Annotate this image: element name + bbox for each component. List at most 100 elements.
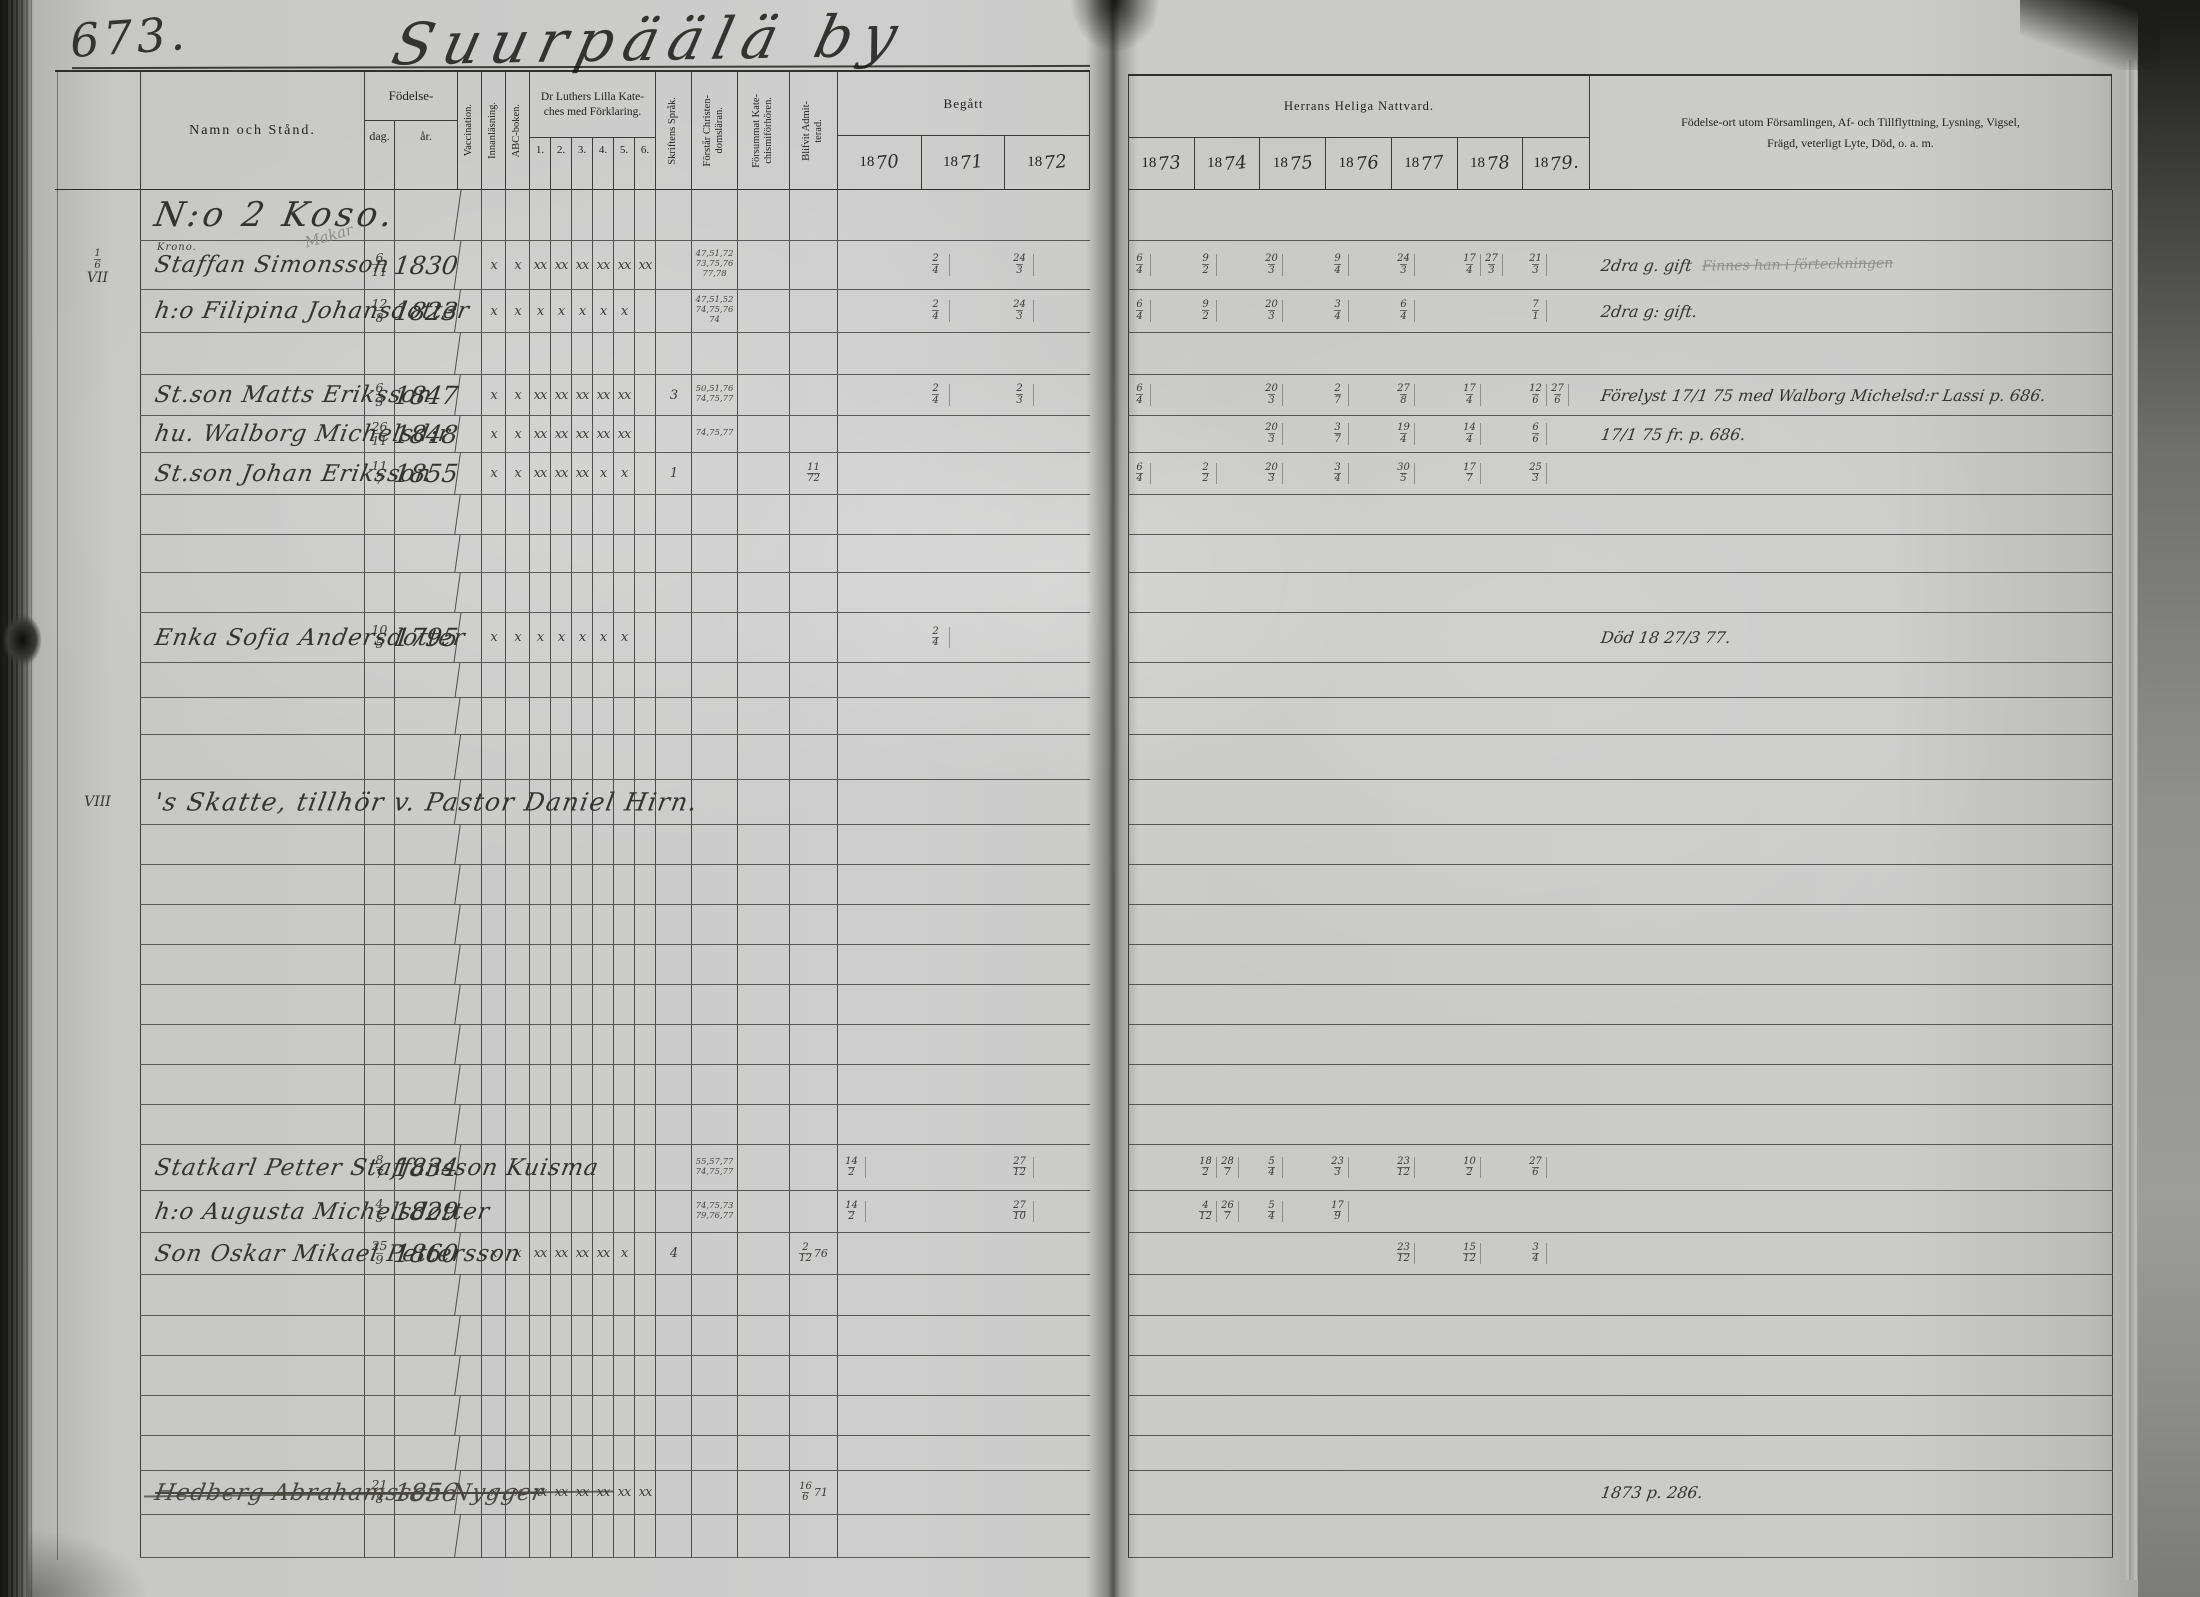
mark-cell: xx bbox=[572, 453, 593, 494]
remark-cell bbox=[1591, 1275, 2113, 1315]
margin-note bbox=[55, 495, 140, 535]
year-cell-1873 bbox=[1129, 905, 1195, 944]
mark-cell bbox=[482, 1396, 506, 1435]
margin-note bbox=[55, 290, 140, 333]
mark-cell bbox=[530, 495, 551, 534]
remark-cell bbox=[1591, 698, 2113, 734]
mark-cell: xx bbox=[593, 241, 614, 289]
year-cell-1877 bbox=[1393, 825, 1459, 864]
year-cell-1873 bbox=[1129, 495, 1195, 534]
mark-cell: xx bbox=[614, 416, 635, 452]
header-luthers-kateches: Dr Luthers Lilla Kate- ches med Förklari… bbox=[530, 72, 656, 189]
table-row bbox=[1128, 535, 2113, 573]
birth-day-cell bbox=[365, 495, 395, 534]
year-cell-1873 bbox=[1129, 825, 1195, 864]
mark-cell: x bbox=[482, 416, 506, 452]
row-cells bbox=[1128, 985, 2113, 1025]
table-row: 1 6 VII Krono. Staffan Simonsson Makar 6 11 1830… bbox=[55, 221, 1090, 290]
remark-cell bbox=[1591, 1233, 2113, 1274]
remark-cell: Död 18 27/3 77. bbox=[1591, 613, 2113, 662]
year-cell-1876 bbox=[1327, 985, 1393, 1024]
year-cell-1874 bbox=[1195, 333, 1261, 374]
remark-cell bbox=[1591, 1436, 2113, 1470]
kateches-sub-label: 3. bbox=[572, 138, 593, 189]
birth-day-cell bbox=[365, 780, 395, 824]
year-cell-1878 bbox=[1459, 1275, 1525, 1315]
table-row bbox=[1128, 905, 2113, 945]
birth-day-cell bbox=[365, 905, 395, 944]
fraction-value: 4 12 bbox=[1199, 1199, 1212, 1223]
name-cell bbox=[140, 1316, 365, 1355]
mark-cell bbox=[506, 945, 530, 984]
left-table-header: Namn och Stånd. Födelse- dag. år. Vaccin… bbox=[55, 70, 1090, 190]
mark-cell bbox=[458, 573, 482, 612]
fraction-value: 30 5 bbox=[1397, 461, 1410, 485]
margin-note bbox=[55, 1191, 140, 1233]
mark-cell bbox=[506, 1515, 530, 1557]
year-cell-1878 bbox=[1459, 1065, 1525, 1104]
forsummat-cell bbox=[738, 945, 790, 984]
mark-cell: x bbox=[614, 1233, 635, 1274]
header-skriftens-sprak-label: Skriftens Språk. bbox=[667, 96, 679, 165]
mark-cell bbox=[482, 905, 506, 944]
mark-cell bbox=[551, 825, 572, 864]
mark-cell bbox=[506, 535, 530, 572]
year-cell-1871 bbox=[922, 780, 1006, 824]
birth-day-cell bbox=[365, 1065, 395, 1104]
year-cell-1878 bbox=[1459, 495, 1525, 534]
bottom-edge-shadow bbox=[28, 1567, 2150, 1597]
table-row: 6 4 9 2 20 3 3 4 6 4 7 1 2dra g: gift. bbox=[1128, 290, 2113, 333]
row-cells bbox=[1128, 573, 2113, 613]
table-row bbox=[55, 985, 1090, 1025]
admitterad-cell bbox=[790, 1356, 838, 1395]
year-cell-1878 bbox=[1459, 905, 1525, 944]
year-cell-1877 bbox=[1393, 698, 1459, 734]
year-cell-1871 bbox=[922, 945, 1006, 984]
row-cells bbox=[140, 865, 1090, 905]
year-cell-1879 bbox=[1525, 333, 1591, 374]
table-row: 4 12 26 7 5 4 17 9 bbox=[1128, 1191, 2113, 1233]
year-subcell: 19 4 bbox=[1393, 423, 1415, 445]
mark-cell bbox=[614, 663, 635, 697]
row-cells bbox=[140, 1275, 1090, 1316]
forstar-cell bbox=[692, 1105, 738, 1144]
table-row bbox=[1128, 698, 2113, 735]
fraction-value: 26 11 bbox=[371, 418, 388, 448]
year-cell-1874 bbox=[1195, 573, 1261, 612]
mark-cell bbox=[614, 333, 635, 374]
forsummat-cell bbox=[738, 1233, 790, 1274]
skriftens-sprak-cell bbox=[656, 985, 692, 1024]
year-cell-1875: 20 3 bbox=[1261, 290, 1327, 332]
fraction-value: 25 3 bbox=[1529, 461, 1542, 485]
admitterad-cell bbox=[790, 416, 838, 452]
remark-cell bbox=[1591, 1356, 2113, 1395]
row-cells: h:o Filipina Johansdotter 12 8 1823 x x x x x x x 4… bbox=[140, 290, 1090, 333]
mark-cell bbox=[614, 1025, 635, 1064]
year-cell-1879 bbox=[1525, 1025, 1591, 1064]
admitterad-cell bbox=[790, 905, 838, 944]
mark-cell bbox=[482, 190, 506, 240]
name-cell bbox=[140, 663, 365, 697]
name-cell: St.son Johan Eriksson bbox=[140, 453, 433, 494]
mark-cell bbox=[551, 1436, 572, 1470]
year-cell-1879: 27 6 bbox=[1525, 1145, 1591, 1190]
year-cell-1872 bbox=[1006, 573, 1090, 612]
year-cell-1878 bbox=[1459, 1471, 1525, 1514]
mark-cell: x bbox=[614, 613, 635, 662]
year-cell-1877: 24 3 bbox=[1393, 241, 1459, 289]
birth-day-cell: 11 7 bbox=[365, 453, 395, 494]
year-cell-1879 bbox=[1525, 1275, 1591, 1315]
name-cell bbox=[140, 1065, 365, 1104]
year-subcell: 17 9 bbox=[1327, 1200, 1349, 1223]
mark-cell bbox=[530, 1275, 551, 1315]
row-cells bbox=[1128, 1316, 2113, 1356]
year-cell-1872 bbox=[1006, 1356, 1090, 1395]
name-cell bbox=[140, 1356, 365, 1395]
year-header-1875: 18 75 bbox=[1260, 138, 1327, 189]
admitterad-cell bbox=[790, 290, 838, 332]
year-header-1874: 18 74 bbox=[1195, 138, 1261, 189]
birth-day-cell bbox=[365, 825, 395, 864]
mark-cell bbox=[614, 698, 635, 734]
mark-cell bbox=[506, 825, 530, 864]
